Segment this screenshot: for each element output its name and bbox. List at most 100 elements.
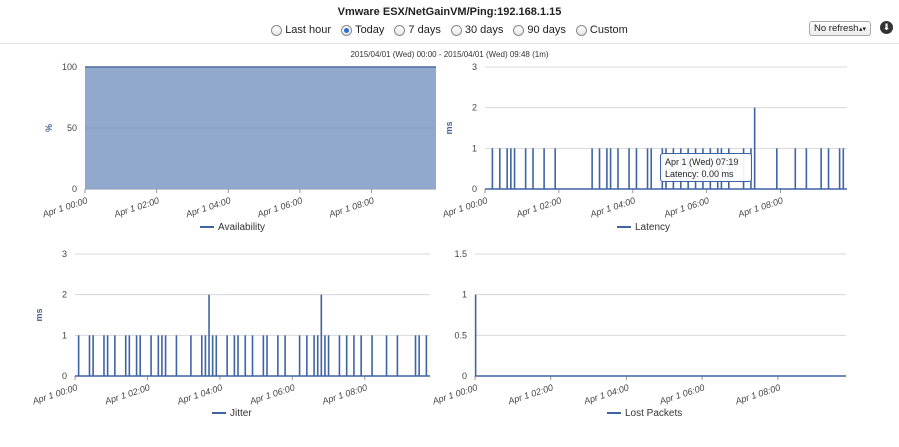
x-tick-label: Apr 1 06:00	[657, 382, 705, 406]
page-title: Vmware ESX/NetGainVM/Ping:192.168.1.15	[337, 6, 562, 18]
data-spike	[598, 148, 601, 189]
y-axis-title: ms	[34, 308, 44, 321]
range-option-last-hour[interactable]: Last hour	[271, 24, 331, 36]
data-spike	[838, 148, 841, 189]
y-tick-label: 1	[462, 290, 467, 300]
x-tick-label: Apr 1 02:00	[506, 382, 554, 406]
x-tick-label: Apr 1 00:00	[30, 382, 78, 406]
legend-label: Latency	[635, 222, 670, 233]
y-tick-label: 0	[62, 371, 67, 381]
data-spike	[554, 148, 556, 189]
radio-icon[interactable]	[575, 24, 587, 36]
legend-label: Jitter	[230, 408, 252, 419]
data-spike	[277, 335, 279, 376]
y-tick-label: 1	[472, 143, 477, 153]
data-spike	[284, 335, 286, 376]
radio-selected-icon[interactable]	[341, 24, 353, 36]
refresh-select-value: No refresh	[814, 23, 859, 34]
data-spike	[513, 148, 516, 189]
x-tick-label: Apr 1 06:00	[255, 195, 303, 219]
jitter-chart: 0 1 2 3 ms Apr 1 00:00 Apr 1 02:00 Apr 1 04:00 A…	[30, 249, 430, 419]
data-spike	[820, 148, 822, 189]
x-tick-label: Apr 1 04:00	[588, 195, 636, 219]
x-tick-label: Apr 1 02:00	[103, 382, 151, 406]
data-spike	[313, 335, 315, 376]
legend-label: Lost Packets	[625, 408, 682, 419]
y-tick-label: 0	[472, 184, 477, 194]
data-spike	[360, 335, 362, 376]
y-tick-label: 0	[462, 371, 467, 381]
y-tick-label: 100	[62, 62, 77, 72]
data-spike	[324, 335, 326, 376]
range-option-custom[interactable]: Custom	[575, 24, 628, 36]
radio-icon[interactable]	[271, 24, 283, 36]
x-tick-label: Apr 1 04:00	[582, 382, 630, 406]
data-spike	[233, 335, 236, 376]
y-tick-label: 0.5	[454, 330, 467, 340]
range-option-30-days[interactable]: 30 days	[450, 24, 504, 36]
data-spike	[510, 148, 512, 189]
range-option-label: 90 days	[527, 24, 566, 36]
radio-icon[interactable]	[513, 24, 525, 36]
data-spike	[543, 148, 545, 189]
y-tick-label: 3	[62, 249, 67, 259]
range-option-90-days[interactable]: 90 days	[513, 24, 566, 36]
x-tick-label: Apr 1 06:00	[248, 382, 296, 406]
x-tick-label: Apr 1 08:00	[327, 195, 375, 219]
data-spike	[506, 148, 508, 189]
y-tick-label: 0	[72, 184, 77, 194]
data-spike	[77, 335, 80, 376]
range-option-today[interactable]: Today	[341, 24, 384, 36]
x-tick-label: Apr 1 08:00	[320, 382, 368, 406]
x-tick-label: Apr 1 04:00	[184, 195, 232, 219]
data-spike	[353, 335, 355, 376]
data-spike	[327, 335, 330, 376]
data-spike	[157, 335, 160, 376]
availability-chart: 0 50 100% Apr 1 00:00 Apr 1 02:00 Apr 1 04:00…	[40, 62, 436, 233]
data-spike	[628, 148, 630, 189]
legend-label: Availability	[218, 222, 265, 233]
data-spike	[135, 335, 138, 376]
y-tick-label: 2	[62, 290, 67, 300]
data-spike	[298, 335, 301, 376]
download-icon[interactable]: ⬇	[880, 21, 893, 34]
range-option-label: 7 days	[408, 24, 441, 36]
radio-icon[interactable]	[450, 24, 462, 36]
data-spike	[385, 335, 388, 376]
chart-tooltip: Apr 1 (Wed) 07:19 Latency: 0.00 ms	[660, 153, 752, 182]
y-tick-label: 1	[62, 330, 67, 340]
data-spike	[498, 148, 501, 189]
range-option-label: 30 days	[464, 24, 504, 36]
data-spike	[414, 335, 417, 376]
data-spike	[650, 148, 653, 189]
data-spike	[106, 335, 109, 376]
data-spike	[320, 294, 323, 376]
data-spike	[103, 335, 105, 376]
data-spike	[306, 335, 308, 376]
x-tick-label: Apr 1 08:00	[733, 382, 781, 406]
y-tick-label: 50	[67, 123, 77, 133]
tooltip-time: Apr 1 (Wed) 07:19	[665, 157, 739, 167]
tooltip-value: Latency: 0.00 ms	[665, 169, 734, 179]
data-spike	[190, 335, 192, 376]
data-spike	[635, 148, 638, 189]
data-spike	[524, 148, 527, 189]
range-option-label: Last hour	[285, 24, 332, 36]
data-spike	[827, 148, 830, 189]
data-spike	[92, 335, 94, 376]
range-option-7-days[interactable]: 7 days	[394, 24, 441, 36]
range-option-label: Custom	[589, 24, 628, 36]
data-spike	[474, 294, 477, 376]
y-axis-title: ms	[444, 121, 454, 134]
data-spike	[753, 107, 756, 189]
radio-icon[interactable]	[394, 24, 406, 36]
data-spike	[842, 148, 845, 189]
data-spike	[338, 335, 341, 376]
data-spike	[200, 335, 203, 376]
data-spike	[776, 148, 778, 189]
refresh-select[interactable]: No refresh ▴▾	[809, 21, 871, 36]
data-spike	[128, 335, 131, 376]
data-spike	[794, 148, 797, 189]
data-spike	[805, 148, 808, 189]
data-spike	[591, 148, 593, 189]
